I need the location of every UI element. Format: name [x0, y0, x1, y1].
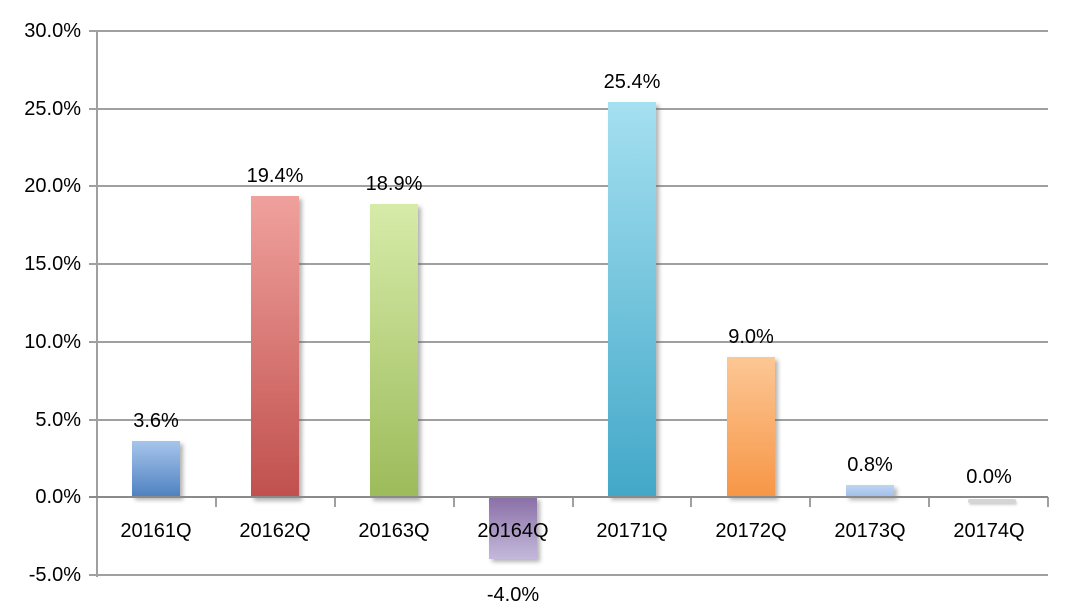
- y-axis-line: [96, 31, 98, 577]
- x-axis-category-label: 20162Q: [239, 520, 311, 542]
- y-axis-tick-label: 30.0%: [24, 20, 81, 42]
- x-axis-tick: [96, 497, 98, 507]
- bar-value-label: 3.6%: [133, 410, 179, 432]
- x-axis-category-label: 20172Q: [715, 520, 787, 542]
- x-axis-category-label: 20161Q: [120, 520, 192, 542]
- y-axis-tick-label: 0.0%: [35, 486, 81, 508]
- x-axis-category-label: 20163Q: [358, 520, 430, 542]
- bar-20162Q: [251, 196, 299, 498]
- gridline: [89, 108, 1048, 110]
- x-axis-tick: [928, 497, 930, 507]
- y-axis-tick-label: 10.0%: [24, 331, 81, 353]
- bar-20172Q: [727, 357, 775, 497]
- bar-20164Q: [489, 497, 537, 559]
- y-axis-tick-label: 15.0%: [24, 253, 81, 275]
- x-axis-zero-line: [89, 496, 1048, 498]
- bar-value-label: 18.9%: [365, 173, 423, 195]
- y-axis-tick-label: -5.0%: [28, 564, 81, 586]
- gridline: [89, 185, 1048, 187]
- gridline: [89, 341, 1048, 343]
- x-axis-tick: [453, 497, 455, 507]
- x-axis-category-label: 20173Q: [834, 520, 906, 542]
- bar-value-label: 19.4%: [246, 165, 304, 187]
- gridline: [89, 263, 1048, 265]
- gridline: [89, 30, 1048, 32]
- gridline: [89, 419, 1048, 421]
- bar-value-label: 25.4%: [603, 71, 661, 93]
- x-axis-tick: [690, 497, 692, 507]
- x-axis-tick: [215, 497, 217, 507]
- bar-value-label: 0.8%: [847, 454, 893, 476]
- x-axis-tick: [334, 497, 336, 507]
- bar-20171Q: [608, 102, 656, 497]
- x-axis-tick: [1047, 497, 1049, 507]
- bar-value-label: 0.0%: [966, 466, 1012, 488]
- y-axis-tick-label: 25.0%: [24, 98, 81, 120]
- gridline: [89, 574, 1048, 576]
- x-axis-tick: [809, 497, 811, 507]
- y-axis-tick-label: 20.0%: [24, 175, 81, 197]
- x-axis-category-label: 20164Q: [477, 520, 549, 542]
- bar-20174Q: [968, 499, 1016, 503]
- bar-20161Q: [132, 441, 180, 497]
- bar-20163Q: [370, 204, 418, 498]
- bar-value-label: -4.0%: [486, 584, 540, 606]
- x-axis-category-label: 20174Q: [953, 520, 1025, 542]
- x-axis-category-label: 20171Q: [596, 520, 668, 542]
- x-axis-tick: [572, 497, 574, 507]
- bar-value-label: 9.0%: [728, 326, 774, 348]
- bar-20173Q: [846, 485, 894, 497]
- y-axis-tick-label: 5.0%: [35, 409, 81, 431]
